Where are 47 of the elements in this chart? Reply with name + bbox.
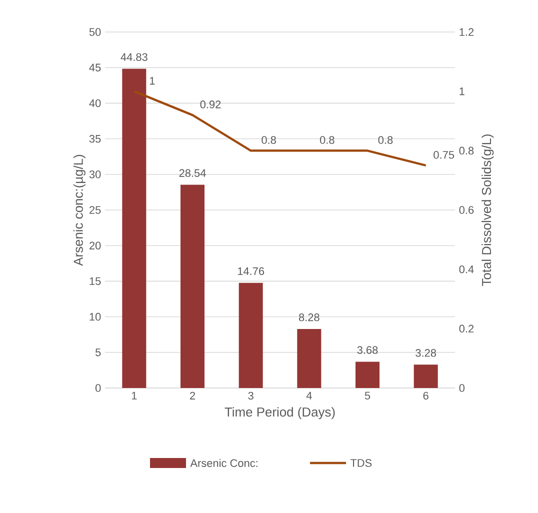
legend-label: TDS: [350, 459, 372, 467]
x-tick-label: 3: [248, 392, 254, 400]
legend-label: Arsenic Conc:: [190, 458, 258, 468]
y2-axis-title: Total Dissolved Solids(g/L): [482, 134, 494, 286]
x-tick-label: 6: [423, 392, 428, 400]
x-axis-title: Time Period (Days): [224, 407, 335, 420]
data-label: 8.28: [298, 313, 320, 322]
data-label: 28.54: [179, 169, 206, 177]
y-tick-label: 45: [89, 64, 101, 72]
y-axis-title: Arsenic conc:(µg/L): [73, 154, 86, 266]
y2-tick-label: 1: [460, 88, 464, 96]
x-tick-label: 2: [190, 392, 196, 400]
bar: [297, 329, 322, 388]
x-tick-label: 4: [306, 392, 312, 400]
data-label: 0.8: [378, 136, 393, 144]
y2-tick-label: 1.2: [460, 28, 474, 36]
bar: [238, 282, 263, 388]
data-label: 0.92: [200, 100, 221, 108]
y2-tick-label: 0.4: [459, 265, 474, 274]
bar: [356, 362, 380, 388]
bar: [122, 68, 146, 388]
y-tick-label: 25: [90, 206, 101, 214]
y-tick-label: 10: [90, 312, 101, 321]
y-tick-label: 35: [89, 134, 101, 143]
bar: [180, 184, 205, 388]
y-tick-label: 50: [89, 28, 101, 36]
y2-tick-label: 0.6: [459, 206, 474, 214]
y-tick-label: 30: [89, 170, 101, 178]
y-tick-label: 40: [89, 99, 101, 108]
y2-tick-label: 0.2: [459, 324, 474, 333]
data-label: 14.76: [238, 267, 264, 276]
data-label: 0.8: [320, 136, 334, 144]
y-tick-label: 5: [96, 348, 101, 356]
data-label: 0.8: [262, 136, 276, 144]
data-label: 3.28: [416, 349, 436, 357]
x-tick-label: 1: [132, 392, 137, 400]
y2-tick-label: 0: [459, 384, 465, 392]
x-tick-label: 5: [364, 392, 370, 400]
data-label: 0.75: [434, 150, 454, 159]
data-label: 3.68: [357, 346, 378, 354]
data-label: 44.83: [120, 53, 148, 61]
y-tick-label: 15: [90, 277, 101, 286]
bar: [414, 364, 438, 388]
y-tick-label: 0: [95, 384, 101, 392]
y2-tick-label: 0.8: [459, 146, 474, 155]
data-label: 1: [150, 77, 155, 85]
y-tick-label: 20: [90, 242, 101, 250]
